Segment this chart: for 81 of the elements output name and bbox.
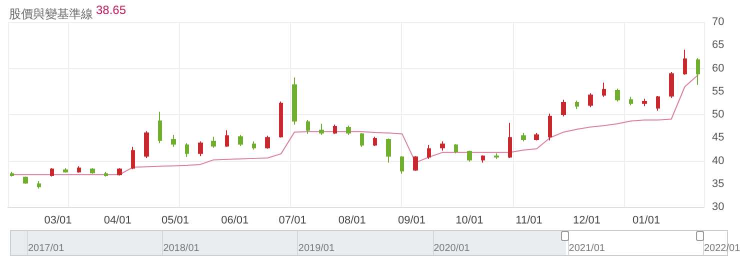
candlestick <box>292 77 297 126</box>
candlestick <box>656 96 660 112</box>
candlestick <box>696 58 700 86</box>
candlestick <box>454 144 458 154</box>
candlestick <box>642 98 647 107</box>
y-tick-label: 50 <box>712 108 724 120</box>
x-tick-label: 07/01 <box>278 214 306 226</box>
candlestick <box>575 100 579 110</box>
y-tick-label: 55 <box>712 85 724 98</box>
text: 2020/01 <box>434 243 470 255</box>
x-tick-label: 05/01 <box>162 214 190 226</box>
candlestick <box>683 49 687 76</box>
candlestick <box>50 168 54 177</box>
text: 2017/01 <box>28 243 64 255</box>
candlestick <box>252 140 256 150</box>
candlestick <box>279 101 283 138</box>
y-tick-label: 45 <box>712 132 724 144</box>
candlestick <box>104 171 108 177</box>
line-series <box>11 74 699 176</box>
candlestick <box>90 168 95 174</box>
candlestick <box>669 71 674 98</box>
candlestick <box>77 166 81 174</box>
chart-title: 股價與變基準線 <box>9 7 93 21</box>
candlestick <box>319 123 324 136</box>
candlestick <box>225 130 229 148</box>
x-tick-label: 08/01 <box>338 214 366 226</box>
candlestick <box>171 134 176 148</box>
x-tick-label: 03/01 <box>44 214 72 226</box>
candlestick <box>198 140 203 157</box>
candlestick <box>467 150 472 162</box>
candlestick <box>333 124 337 134</box>
candlestick <box>360 132 364 148</box>
candlestick <box>534 132 539 141</box>
candlestick <box>629 96 633 106</box>
candlestick <box>400 156 404 174</box>
candlestick <box>373 136 377 146</box>
x-tick-label: 06/01 <box>221 214 249 226</box>
candlestick <box>548 113 552 141</box>
candlestick <box>440 140 445 152</box>
y-tick-label: 60 <box>712 62 724 74</box>
candlestick <box>386 138 391 164</box>
text: 2018/01 <box>163 243 200 255</box>
candlestick <box>494 152 499 160</box>
candlestick <box>521 132 526 142</box>
y-tick-label: 40 <box>712 154 724 167</box>
candlestick <box>63 168 68 174</box>
candlestick <box>265 135 270 150</box>
x-tick-label: 01/01 <box>632 214 660 226</box>
candlestick <box>427 144 431 160</box>
y-tick-label: 30 <box>712 201 724 213</box>
candlestick <box>37 180 41 189</box>
x-tick-label: 12/01 <box>572 214 600 226</box>
candlestick <box>23 176 28 184</box>
candlestick <box>508 122 512 158</box>
candlestick <box>481 154 485 164</box>
candlestick <box>117 168 122 176</box>
candlestick <box>10 171 14 177</box>
candlestick <box>211 136 216 148</box>
candlestick <box>185 142 189 158</box>
candlestick <box>131 146 135 170</box>
text: 38.65 <box>96 3 126 17</box>
text: 2021/01 <box>568 243 605 255</box>
y-tick-label: 35 <box>712 178 724 190</box>
y-tick-label: 70 <box>712 16 724 28</box>
candlestick <box>238 134 243 146</box>
candlestick <box>561 99 566 117</box>
candlestick <box>158 111 162 144</box>
candlestick <box>144 130 149 158</box>
candlestick <box>413 156 418 172</box>
candlestick <box>615 88 620 102</box>
text: 2019/01 <box>298 243 335 255</box>
text: 2022/01 <box>704 243 740 255</box>
candlestick <box>602 82 606 98</box>
x-tick-label: 10/01 <box>456 214 484 226</box>
x-tick-label: 09/01 <box>398 214 426 226</box>
x-tick-label: 04/01 <box>104 214 132 226</box>
x-tick-label: 11/01 <box>516 214 542 226</box>
candlestick <box>588 92 593 108</box>
candlestick <box>346 125 351 136</box>
y-tick-label: 65 <box>712 39 724 52</box>
candlestick <box>306 120 310 134</box>
